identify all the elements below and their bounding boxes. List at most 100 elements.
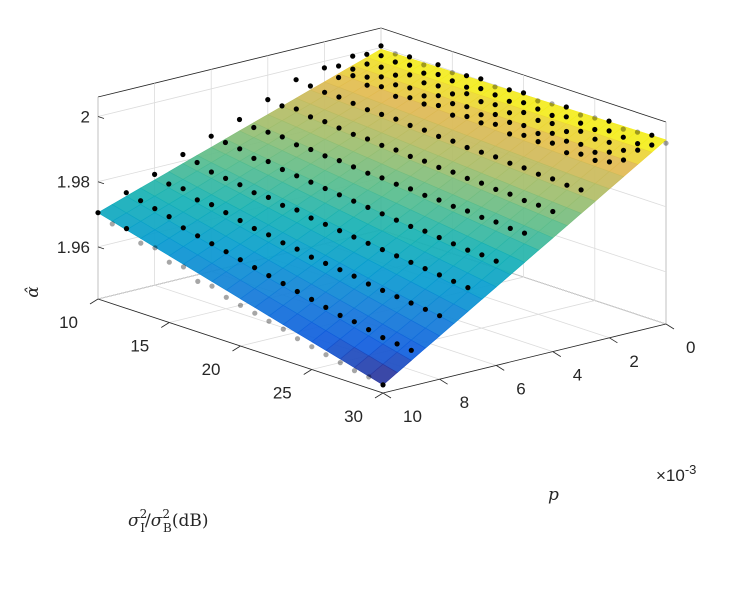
data-point (394, 253, 400, 259)
x-tick-label: 20 (202, 360, 221, 379)
p-tick (439, 378, 448, 385)
data-point (535, 130, 541, 137)
data-point (251, 225, 257, 232)
data-point (251, 155, 257, 161)
data-point (337, 267, 343, 273)
data-point (606, 149, 612, 155)
data-point-hidden (337, 360, 343, 366)
data-point (180, 186, 186, 192)
data-point (521, 165, 527, 171)
data-point (265, 158, 271, 165)
data-point (308, 254, 314, 260)
data-point-hidden (323, 352, 329, 358)
data-point (535, 106, 541, 112)
data-point-hidden (223, 294, 229, 300)
data-point-hidden (195, 278, 201, 284)
data-point (336, 158, 342, 164)
data-point (364, 136, 371, 142)
data-point (649, 142, 655, 148)
x-tick-label: 30 (344, 407, 363, 426)
data-point (649, 132, 655, 138)
data-point (322, 185, 328, 192)
data-point (463, 73, 470, 79)
data-point (209, 202, 215, 208)
data-point (464, 113, 470, 120)
data-point (379, 247, 385, 253)
p-tick-label: 4 (573, 366, 582, 385)
data-point (507, 191, 513, 197)
data-point (350, 100, 356, 106)
data-point (393, 147, 399, 153)
x-tick (232, 345, 241, 352)
data-point-hidden (549, 101, 555, 107)
data-point (408, 223, 414, 229)
data-point (194, 197, 200, 203)
x-axis-title-sup1: 2 (140, 507, 148, 521)
data-point (422, 228, 428, 234)
data-point (436, 133, 442, 139)
data-point (265, 129, 271, 135)
data-point (564, 150, 570, 156)
x-tick (374, 392, 384, 399)
data-point (550, 208, 556, 215)
z-tick-label: 1.96 (57, 238, 90, 257)
data-point (478, 76, 484, 82)
data-point (421, 101, 427, 107)
data-point (535, 139, 541, 145)
data-point (307, 83, 313, 89)
data-point (323, 260, 329, 266)
data-point (436, 197, 442, 203)
data-point (464, 208, 471, 214)
data-point (379, 111, 385, 117)
data-point (478, 149, 484, 155)
data-point-hidden (109, 221, 115, 227)
data-point (223, 175, 229, 181)
data-point (208, 169, 214, 175)
data-point (449, 78, 455, 84)
data-point (578, 141, 584, 147)
data-point-hidden (294, 336, 301, 342)
p-tick-label: 10 (403, 407, 422, 426)
p-tick-label: 0 (686, 338, 695, 357)
data-point (620, 157, 627, 163)
data-point (236, 116, 243, 123)
data-point (365, 240, 371, 246)
data-point (520, 90, 527, 96)
data-point (322, 119, 328, 125)
x-axis-title-sup2: 2 (162, 507, 170, 521)
x-tick (161, 322, 170, 328)
svg-text:σ2I/σ2B(dB): σ2 I/σ2 B(dB) (128, 507, 208, 535)
data-point (180, 151, 186, 158)
data-point (521, 122, 527, 129)
data-point (421, 158, 428, 164)
data-point (123, 226, 130, 232)
x-tick (303, 369, 312, 375)
scatter-points-below-surface (109, 51, 669, 380)
data-point (294, 288, 300, 295)
data-point (237, 146, 243, 152)
p-tick (609, 337, 618, 344)
data-point-hidden (392, 51, 398, 57)
data-point (380, 287, 386, 293)
data-point (421, 127, 427, 133)
data-point (280, 202, 286, 208)
data-point (351, 198, 357, 204)
data-point (450, 203, 456, 209)
data-point (407, 122, 413, 128)
data-point (393, 217, 399, 223)
data-point-hidden (592, 115, 598, 121)
data-point-hidden (449, 70, 455, 76)
data-point (406, 54, 413, 60)
data-point (535, 202, 542, 208)
z-tick (97, 181, 105, 185)
data-point-hidden (351, 368, 358, 374)
data-point (449, 91, 456, 97)
data-point (279, 134, 285, 140)
data-point (521, 197, 527, 204)
data-point (408, 300, 414, 306)
data-point (293, 106, 299, 112)
data-point (450, 169, 456, 175)
data-point (436, 272, 442, 278)
